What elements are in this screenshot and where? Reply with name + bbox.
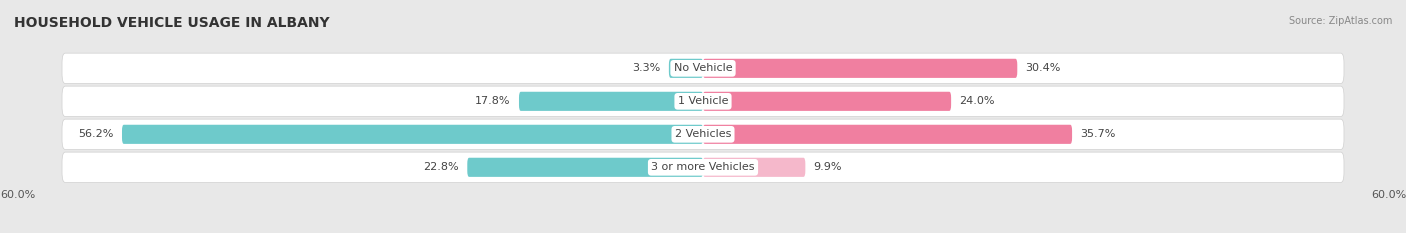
FancyBboxPatch shape bbox=[703, 158, 806, 177]
Text: 2 Vehicles: 2 Vehicles bbox=[675, 129, 731, 139]
FancyBboxPatch shape bbox=[62, 53, 1344, 83]
FancyBboxPatch shape bbox=[62, 119, 1344, 150]
Text: 30.4%: 30.4% bbox=[1025, 63, 1062, 73]
FancyBboxPatch shape bbox=[519, 92, 703, 111]
Text: 24.0%: 24.0% bbox=[959, 96, 995, 106]
Text: 1 Vehicle: 1 Vehicle bbox=[678, 96, 728, 106]
Text: HOUSEHOLD VEHICLE USAGE IN ALBANY: HOUSEHOLD VEHICLE USAGE IN ALBANY bbox=[14, 16, 329, 30]
Text: 3.3%: 3.3% bbox=[633, 63, 661, 73]
FancyBboxPatch shape bbox=[703, 125, 1073, 144]
FancyBboxPatch shape bbox=[703, 59, 1018, 78]
Text: 60.0%: 60.0% bbox=[0, 190, 35, 200]
Text: No Vehicle: No Vehicle bbox=[673, 63, 733, 73]
FancyBboxPatch shape bbox=[62, 152, 1344, 182]
Text: 9.9%: 9.9% bbox=[814, 162, 842, 172]
Text: 22.8%: 22.8% bbox=[423, 162, 458, 172]
FancyBboxPatch shape bbox=[703, 92, 950, 111]
Text: 17.8%: 17.8% bbox=[475, 96, 510, 106]
Text: Source: ZipAtlas.com: Source: ZipAtlas.com bbox=[1288, 16, 1392, 26]
FancyBboxPatch shape bbox=[467, 158, 703, 177]
Text: 3 or more Vehicles: 3 or more Vehicles bbox=[651, 162, 755, 172]
FancyBboxPatch shape bbox=[669, 59, 703, 78]
Text: 56.2%: 56.2% bbox=[79, 129, 114, 139]
FancyBboxPatch shape bbox=[122, 125, 703, 144]
Text: 35.7%: 35.7% bbox=[1080, 129, 1116, 139]
FancyBboxPatch shape bbox=[62, 86, 1344, 116]
Text: 60.0%: 60.0% bbox=[1371, 190, 1406, 200]
